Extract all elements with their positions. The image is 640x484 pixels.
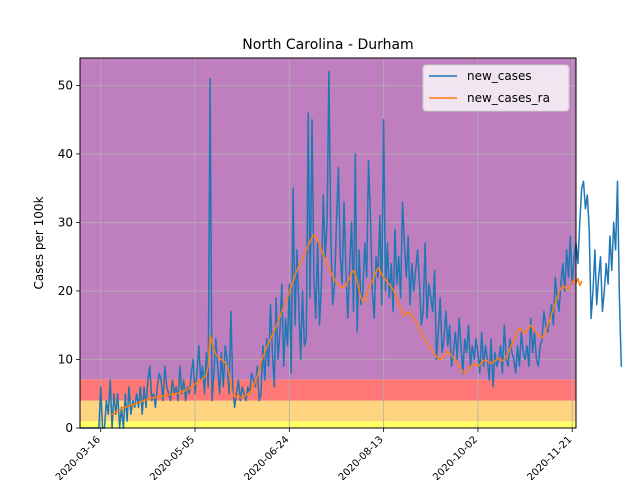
legend-label-new_cases: new_cases bbox=[467, 69, 532, 83]
y-tick-label-4: 40 bbox=[58, 147, 73, 161]
x-tick-label-1: 2020-05-05 bbox=[148, 434, 197, 480]
y-tick-label-5: 50 bbox=[58, 78, 73, 92]
series-lines bbox=[79, 70, 623, 429]
x-tick-label-2: 2020-06-24 bbox=[243, 434, 292, 480]
x-axis: 2020-03-16 2020-05-05 2020-06-24 2020-08-13… bbox=[54, 428, 574, 483]
chart-title: North Carolina - Durham bbox=[242, 37, 413, 53]
x-tick-label-3: 2020-08-13 bbox=[337, 434, 386, 480]
x-tick-label-4: 2020-10-02 bbox=[431, 434, 480, 480]
risk-band-1 bbox=[80, 400, 576, 422]
series-line-new_cases_ra bbox=[111, 234, 583, 416]
risk-band-0 bbox=[80, 421, 576, 428]
plot-frame bbox=[79, 57, 577, 429]
legend-box bbox=[422, 64, 570, 112]
x-tick-label-5: 2020-11-21 bbox=[525, 434, 574, 480]
y-tick-label-3: 30 bbox=[58, 215, 73, 229]
legend: new_cases new_cases_ra bbox=[422, 64, 570, 112]
y-tick-label-2: 20 bbox=[58, 284, 73, 298]
series-line-new_cases bbox=[79, 70, 623, 429]
y-axis-label: Cases per 100k bbox=[32, 196, 46, 289]
y-axis: 0 10 20 30 40 50 bbox=[58, 78, 80, 435]
y-tick-label-0: 0 bbox=[65, 421, 73, 435]
x-tick-label-0: 2020-03-16 bbox=[54, 434, 103, 480]
legend-label-new_cases_ra: new_cases_ra bbox=[467, 91, 550, 105]
y-tick-label-1: 10 bbox=[58, 352, 73, 366]
